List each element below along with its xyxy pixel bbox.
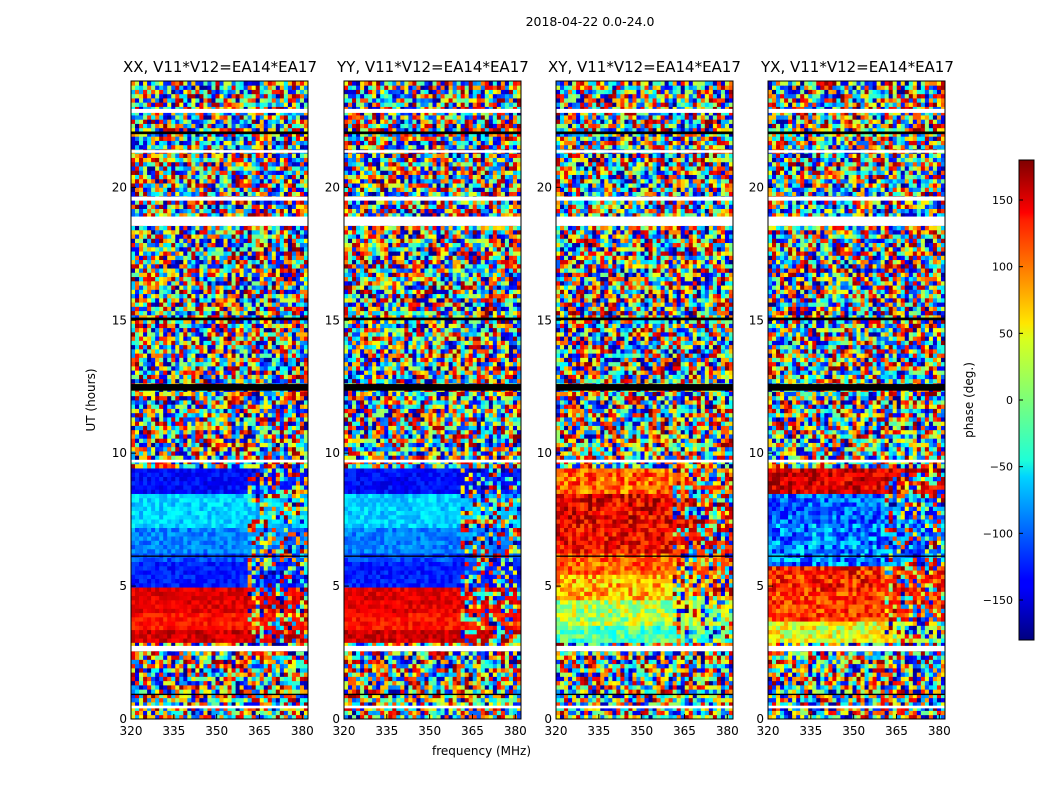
x-axis-label: frequency (MHz) xyxy=(432,744,531,758)
colorbar-tick-label: −100 xyxy=(983,527,1013,540)
x-tick-label: 320 xyxy=(120,724,143,738)
x-tick-label: 335 xyxy=(799,724,822,738)
panel-frame xyxy=(767,80,946,720)
figure-suptitle: 2018-04-22 0.0-24.0 xyxy=(0,14,1050,29)
x-tick-label: 350 xyxy=(842,724,865,738)
panel-frame xyxy=(343,80,522,720)
y-tick-label: 15 xyxy=(325,313,340,327)
panel-frame xyxy=(130,80,309,720)
panel-frame xyxy=(555,80,734,720)
y-tick-label: 20 xyxy=(112,180,127,194)
y-tick-label: 10 xyxy=(749,446,764,460)
y-tick-label: 10 xyxy=(537,446,552,460)
y-tick-label: 5 xyxy=(544,579,552,593)
x-tick-label: 335 xyxy=(587,724,610,738)
y-tick-label: 15 xyxy=(537,313,552,327)
colorbar-tick-label: −150 xyxy=(983,594,1013,607)
x-tick-label: 380 xyxy=(928,724,951,738)
colorbar-tick-label: 150 xyxy=(992,194,1013,207)
x-tick-label: 380 xyxy=(504,724,527,738)
panel-title-xy: XY, V11*V12=EA14*EA17 xyxy=(548,58,741,76)
panel-xy: 320 335 350 365 380 0 5 10 15 20 xyxy=(537,80,739,738)
colorbar-tick-label: 100 xyxy=(992,261,1013,274)
y-tick-label: 10 xyxy=(112,446,127,460)
x-tick-label: 335 xyxy=(375,724,398,738)
panel-yy: 320 335 350 365 380 0 5 10 15 20 xyxy=(325,80,527,738)
x-tick-label: 320 xyxy=(545,724,568,738)
x-tick-label: 335 xyxy=(162,724,185,738)
x-tick-label: 365 xyxy=(461,724,484,738)
x-tick-label: 365 xyxy=(885,724,908,738)
x-tick-label: 380 xyxy=(291,724,314,738)
panel-title-yy: YY, V11*V12=EA14*EA17 xyxy=(337,58,529,76)
y-tick-label: 15 xyxy=(112,313,127,327)
y-tick-label: 5 xyxy=(756,579,764,593)
panel-xx: 320 335 350 365 380 0 5 10 15 20 xyxy=(112,80,314,738)
x-tick-label: 350 xyxy=(205,724,228,738)
y-tick-label: 15 xyxy=(749,313,764,327)
x-tick-label: 350 xyxy=(630,724,653,738)
x-tick-label: 380 xyxy=(716,724,739,738)
y-tick-label: 5 xyxy=(119,579,127,593)
x-tick-label: 320 xyxy=(757,724,780,738)
y-tick-label: 0 xyxy=(756,712,764,726)
panel-title-xx: XX, V11*V12=EA14*EA17 xyxy=(123,58,317,76)
panel-title-yx: YX, V11*V12=EA14*EA17 xyxy=(761,58,954,76)
y-tick-label: 20 xyxy=(325,180,340,194)
colorbar: 150 100 50 0 −50 −100 −150 xyxy=(983,159,1035,641)
x-tick-label: 365 xyxy=(248,724,271,738)
x-tick-label: 365 xyxy=(673,724,696,738)
panel-yx: 320 335 350 365 380 0 5 10 15 20 xyxy=(749,80,951,738)
y-tick-label: 0 xyxy=(332,712,340,726)
colorbar-tick-label: −50 xyxy=(990,461,1013,474)
x-tick-label: 320 xyxy=(333,724,356,738)
colorbar-tick-label: 50 xyxy=(999,327,1013,340)
y-tick-label: 10 xyxy=(325,446,340,460)
y-tick-label: 0 xyxy=(544,712,552,726)
y-tick-label: 20 xyxy=(749,180,764,194)
y-tick-label: 20 xyxy=(537,180,552,194)
y-tick-label: 0 xyxy=(119,712,127,726)
y-tick-label: 5 xyxy=(332,579,340,593)
colorbar-tick-label: 0 xyxy=(1006,394,1013,407)
x-tick-label: 350 xyxy=(418,724,441,738)
